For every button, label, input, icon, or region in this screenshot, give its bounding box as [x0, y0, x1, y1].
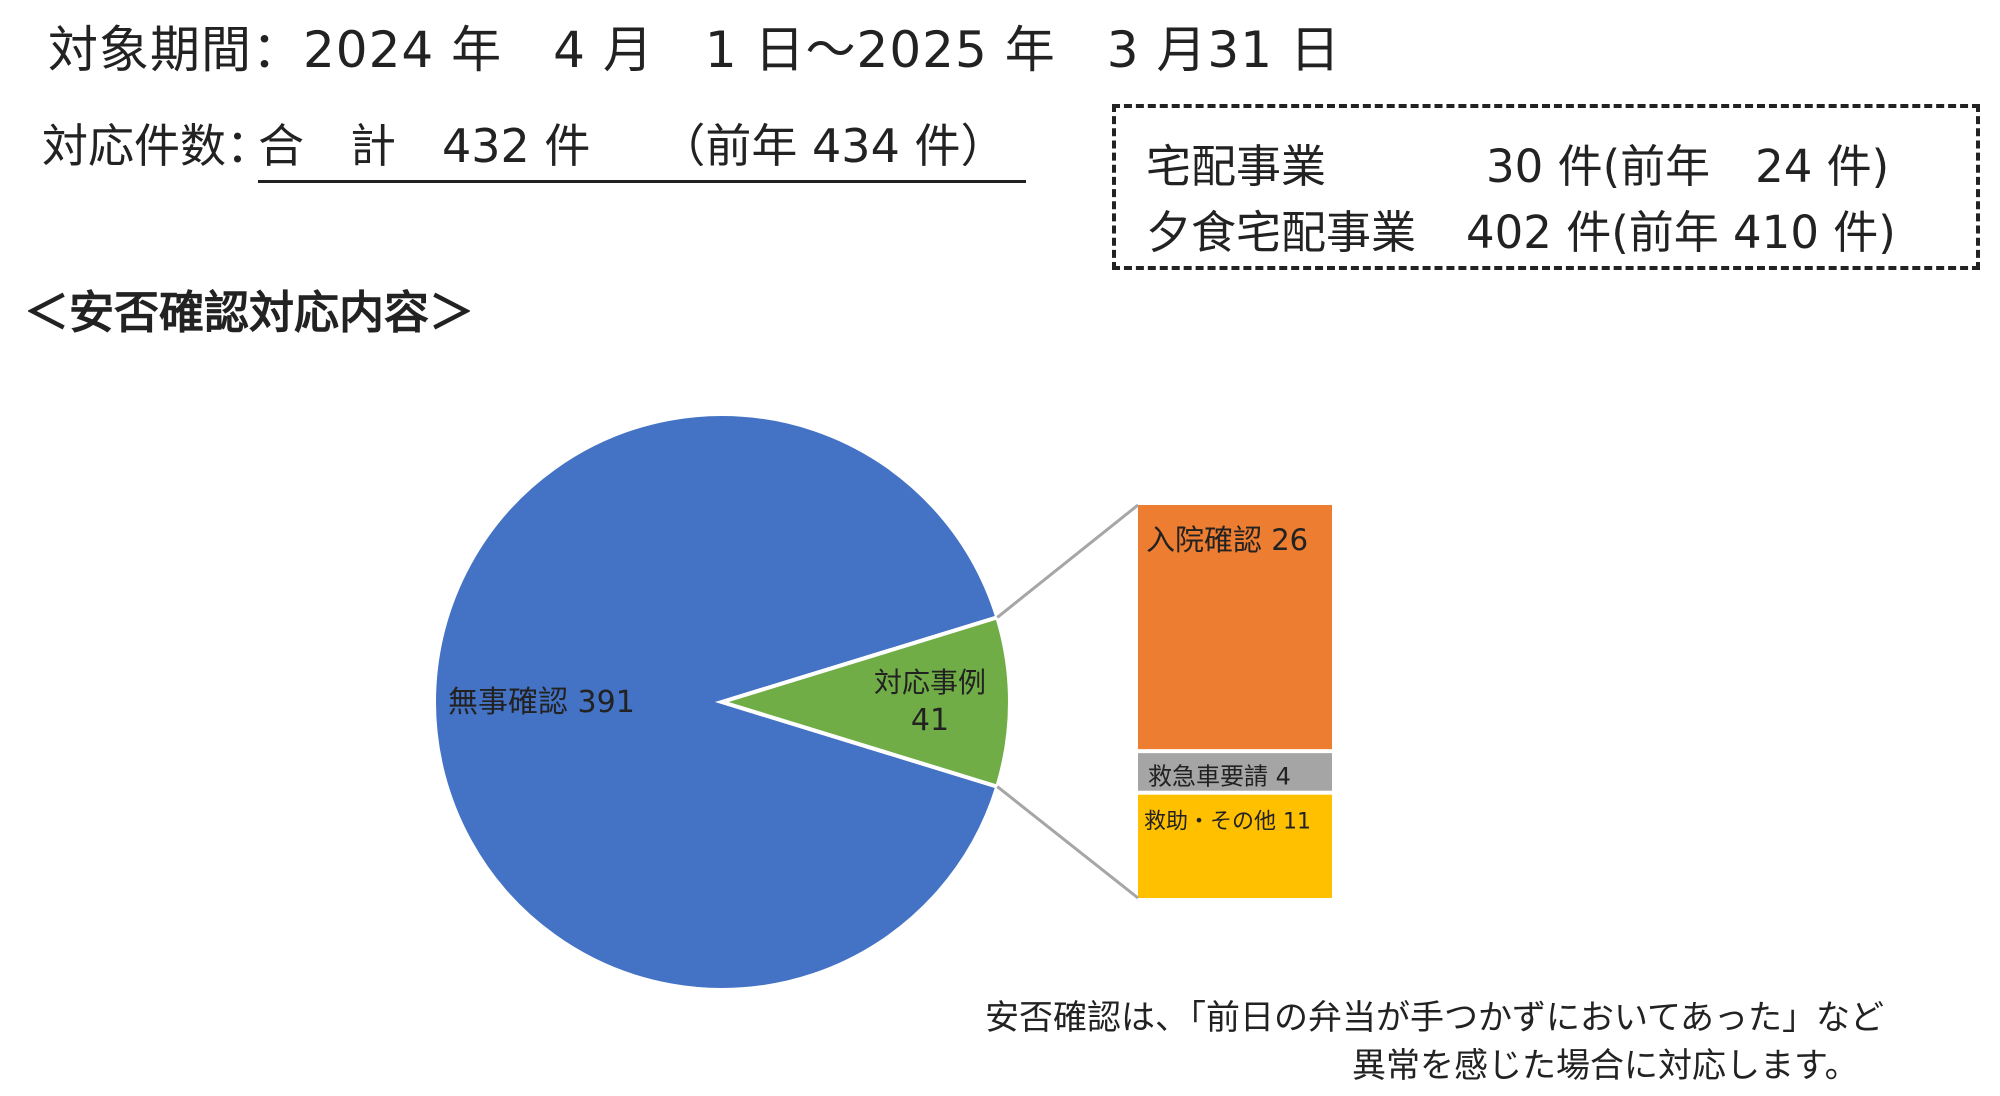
breakdown-name: 宅配事業 — [1146, 140, 1327, 193]
connector-line-top — [996, 503, 1139, 619]
connector-line-bottom — [996, 785, 1139, 900]
bar-label-ambulance: 救急車要請 4 — [1148, 763, 1291, 791]
pie-label-safe: 無事確認 391 — [448, 685, 635, 720]
bar-segment-rescue — [1138, 794, 1332, 898]
period-text: 対象期間：2024 年 4 月 1 日～2025 年 3 月31 日 — [48, 21, 1341, 79]
section-title: ＜安否確認対応内容＞ — [24, 286, 475, 339]
breakdown-value: 30 件(前年 24 件) — [1486, 140, 1890, 193]
bar-label-hospital: 入院確認 26 — [1146, 523, 1308, 557]
count-label: 対応件数： — [42, 119, 272, 173]
bar-label-rescue: 救助・その他 11 — [1144, 810, 1311, 835]
note-line-1: 安否確認は、「前日の弁当が手つかずにおいてあった」など — [985, 998, 1884, 1038]
breakdown-row-delivery: 宅配事業 30 件(前年 24 件) — [1146, 130, 1889, 195]
breakdown-box: 宅配事業 30 件(前年 24 件) 夕食宅配事業 402 件(前年 410 件) — [1112, 104, 1980, 270]
pie-label-response-name: 対応事例 — [874, 666, 986, 699]
breakdown-row-dinner-delivery: 夕食宅配事業 402 件(前年 410 件) — [1146, 196, 1896, 261]
bar-segment-ambulance — [1138, 753, 1332, 791]
breakdown-value: 402 件(前年 410 件) — [1466, 206, 1896, 259]
note-line-2: 異常を感じた場合に対応します。 — [1352, 1046, 1859, 1086]
bar-segment-hospital — [1138, 505, 1332, 750]
breakdown-name: 夕食宅配事業 — [1146, 206, 1417, 259]
pie-slice-response — [715, 614, 1012, 790]
pie-label-response-value: 41 — [911, 703, 949, 738]
count-total: 合 計 432 件 （前年 434 件） — [258, 110, 1027, 183]
